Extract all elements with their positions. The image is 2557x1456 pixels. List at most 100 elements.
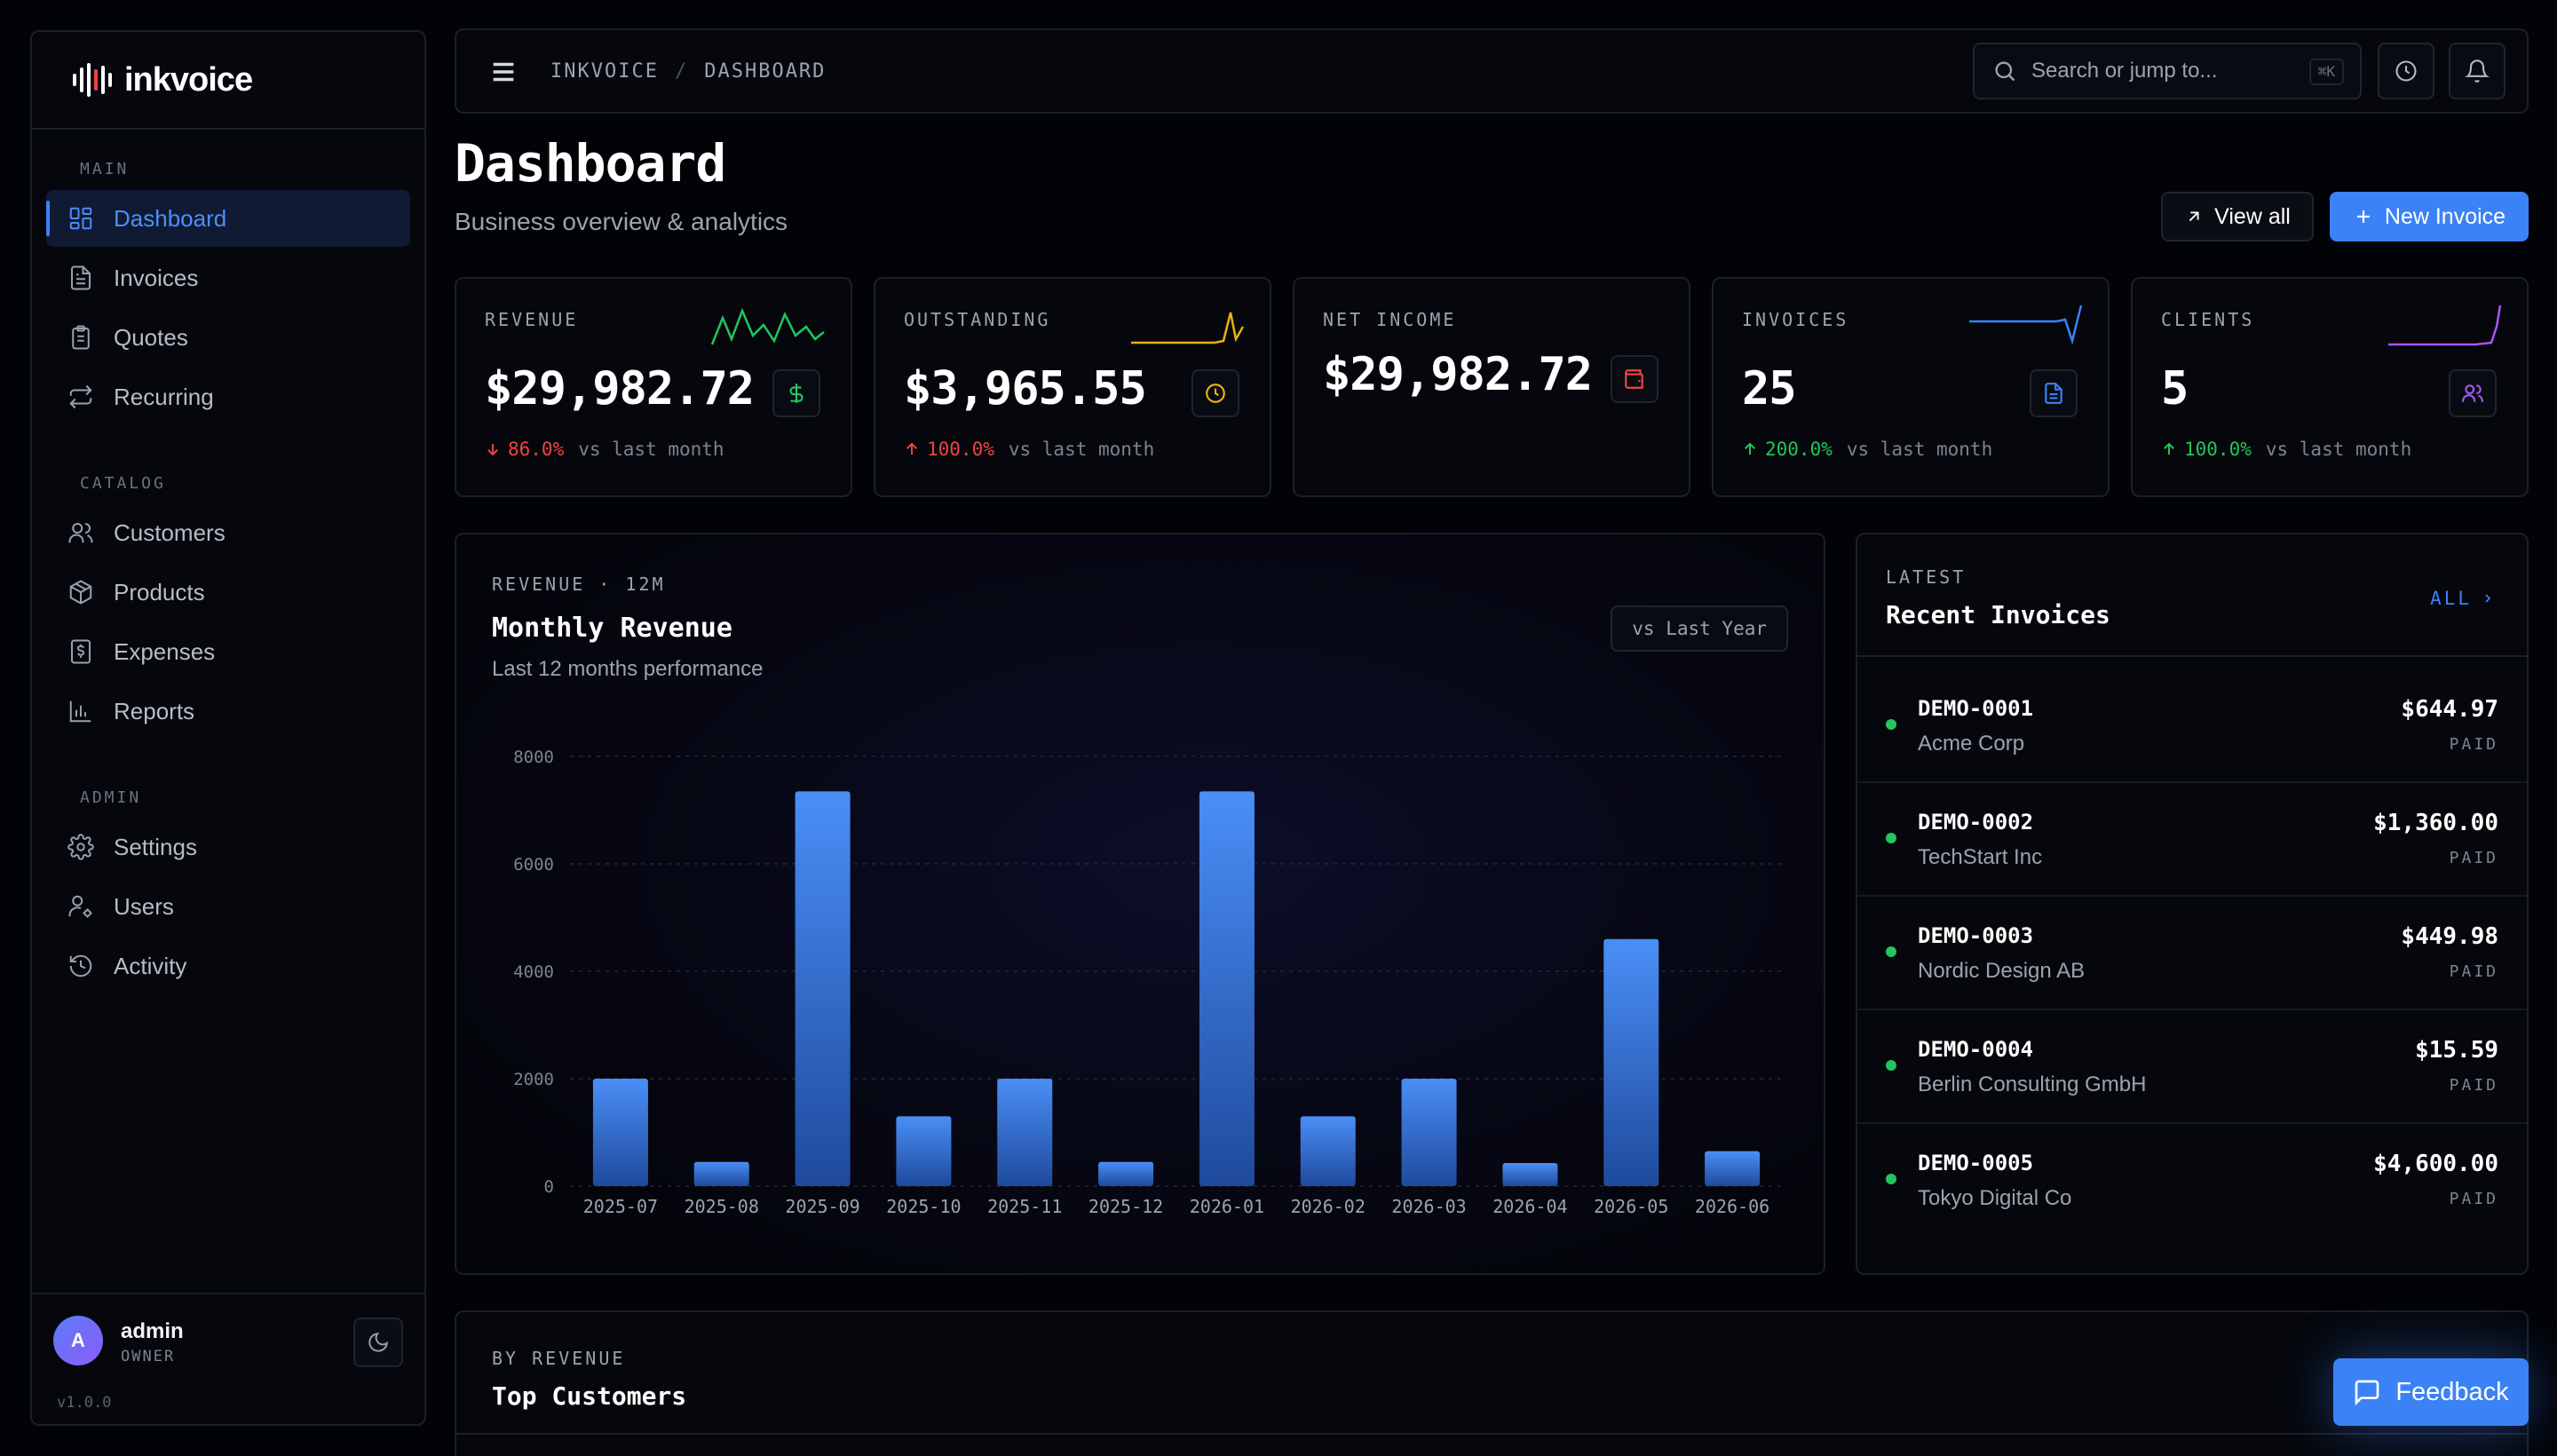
kpi-card-net-income[interactable]: NET INCOME $29,982.72 bbox=[1293, 277, 1690, 497]
x-tick-label: 2025-08 bbox=[685, 1196, 759, 1217]
top-customers-title: Top Customers bbox=[492, 1381, 687, 1411]
x-tick-label: 2025-09 bbox=[785, 1196, 859, 1217]
sidebar-item-customers[interactable]: Customers bbox=[46, 504, 410, 561]
kpi-delta: 100.0% vs last month bbox=[2161, 439, 2411, 460]
clipboard-icon bbox=[72, 325, 90, 350]
invoice-icon bbox=[71, 265, 91, 290]
invoice-client: TechStart Inc bbox=[1918, 845, 2043, 869]
invoice-number: DEMO-0001 bbox=[1918, 696, 2034, 721]
menu-button[interactable] bbox=[488, 57, 519, 87]
kpi-delta-value: 200.0% bbox=[1765, 439, 1833, 460]
user-name: admin bbox=[121, 1319, 184, 1343]
arrow-down-icon bbox=[487, 444, 498, 456]
revenue-bar-chart: 0 2000 4000 6000 8000 2025-07 2025-08 2025-09 20… bbox=[513, 748, 1783, 1217]
sparkline bbox=[710, 307, 825, 345]
recent-history-button[interactable] bbox=[2378, 43, 2434, 99]
page-title: Dashboard bbox=[455, 133, 726, 194]
top-customers-panel: BY REVENUE Top Customers bbox=[455, 1310, 2529, 1456]
kpi-label: OUTSTANDING bbox=[904, 309, 1051, 330]
kpi-card-outstanding[interactable]: OUTSTANDING $3,965.55 100.0% vs last mon… bbox=[874, 277, 1271, 497]
invoice-row[interactable]: DEMO-0002 TechStart Inc $1,360.00 PAID bbox=[1857, 783, 2527, 897]
y-tick-label: 6000 bbox=[513, 855, 554, 874]
invoice-client: Acme Corp bbox=[1918, 732, 2025, 756]
bar-2026-03[interactable] bbox=[1401, 1079, 1457, 1186]
status-dot bbox=[1886, 719, 1896, 730]
bar-2025-08[interactable] bbox=[693, 1161, 749, 1186]
invoice-row[interactable]: DEMO-0001 Acme Corp $644.97 PAID bbox=[1857, 669, 2527, 783]
receipt-icon bbox=[71, 639, 91, 664]
sidebar-item-products[interactable]: Products bbox=[46, 564, 410, 621]
compare-toggle-button[interactable]: vs Last Year bbox=[1611, 605, 1788, 652]
all-invoices-link[interactable]: ALL bbox=[2430, 588, 2495, 609]
sidebar-item-invoices[interactable]: Invoices bbox=[46, 249, 410, 306]
chart-title: Monthly Revenue bbox=[492, 613, 732, 644]
x-tick-label: 2026-02 bbox=[1291, 1196, 1366, 1217]
bar-2025-07[interactable] bbox=[592, 1079, 648, 1186]
breadcrumb-root[interactable]: INKVOICE bbox=[550, 60, 659, 83]
brand[interactable]: inkvoice bbox=[32, 32, 424, 130]
sidebar-item-label: Dashboard bbox=[114, 204, 227, 232]
new-invoice-label: New Invoice bbox=[2384, 203, 2506, 229]
bar-2026-02[interactable] bbox=[1300, 1116, 1356, 1186]
new-invoice-button[interactable]: New Invoice bbox=[2330, 192, 2529, 241]
bar-2026-06[interactable] bbox=[1705, 1151, 1761, 1186]
bar-2025-12[interactable] bbox=[1098, 1161, 1154, 1186]
invoice-amount: $644.97 bbox=[2401, 696, 2498, 723]
kpi-delta-context: vs last month bbox=[2265, 439, 2412, 460]
bar-2025-09[interactable] bbox=[795, 791, 851, 1186]
kpi-label: NET INCOME bbox=[1323, 309, 1457, 330]
x-tick-label: 2026-06 bbox=[1695, 1196, 1769, 1217]
plus-icon bbox=[2356, 210, 2370, 223]
dollar-icon bbox=[789, 384, 804, 403]
repeat-icon bbox=[69, 384, 92, 409]
package-icon bbox=[69, 580, 92, 605]
avatar[interactable]: A bbox=[53, 1316, 103, 1365]
feedback-button[interactable]: Feedback bbox=[2333, 1358, 2529, 1426]
search-input[interactable]: Search or jump to... ⌘K bbox=[1973, 43, 2362, 99]
kpi-delta-context: vs last month bbox=[1008, 439, 1155, 460]
bar-2026-04[interactable] bbox=[1502, 1162, 1558, 1186]
moon-icon bbox=[368, 1333, 388, 1352]
kpi-label: REVENUE bbox=[485, 309, 579, 330]
invoice-status: PAID bbox=[2449, 1076, 2498, 1095]
sidebar-item-recurring[interactable]: Recurring bbox=[46, 368, 410, 425]
topbar: INKVOICE / DASHBOARD Search or jump to..… bbox=[455, 28, 2529, 114]
sidebar-item-expenses[interactable]: Expenses bbox=[46, 623, 410, 680]
invoice-number: DEMO-0002 bbox=[1918, 810, 2034, 835]
all-label: ALL bbox=[2430, 588, 2472, 609]
invoice-row[interactable]: DEMO-0004 Berlin Consulting GmbH $15.59 … bbox=[1857, 1010, 2527, 1124]
sidebar-item-settings[interactable]: Settings bbox=[46, 819, 410, 875]
invoice-row[interactable]: DEMO-0005 Tokyo Digital Co $4,600.00 PAI… bbox=[1857, 1124, 2527, 1238]
breadcrumb-separator: / bbox=[674, 60, 689, 83]
sparkline bbox=[2388, 305, 2502, 346]
invoice-number: DEMO-0005 bbox=[1918, 1151, 2034, 1175]
bar-2026-05[interactable] bbox=[1603, 938, 1659, 1186]
bar-2026-01[interactable] bbox=[1199, 791, 1255, 1186]
sidebar-item-label: Users bbox=[114, 892, 174, 920]
invoice-client: Berlin Consulting GmbH bbox=[1918, 1072, 2147, 1096]
kpi-delta: 86.0% vs last month bbox=[485, 439, 724, 460]
theme-toggle-button[interactable] bbox=[353, 1318, 403, 1367]
y-tick-label: 0 bbox=[544, 1177, 554, 1197]
sidebar-item-activity[interactable]: Activity bbox=[46, 938, 410, 994]
nav-section-catalog: CATALOG Customers Products Expenses Repo… bbox=[32, 471, 424, 740]
bar-2025-11[interactable] bbox=[997, 1079, 1053, 1186]
breadcrumb: INKVOICE / DASHBOARD bbox=[550, 60, 826, 83]
sidebar-item-quotes[interactable]: Quotes bbox=[46, 309, 410, 366]
kpi-card-clients[interactable]: CLIENTS 5 100.0% vs last month bbox=[2131, 277, 2529, 497]
sidebar-item-reports[interactable]: Reports bbox=[46, 683, 410, 740]
sidebar-item-users[interactable]: Users bbox=[46, 878, 410, 935]
kpi-card-revenue[interactable]: REVENUE $29,982.72 86.0% vs last month bbox=[455, 277, 852, 497]
sidebar-item-label: Products bbox=[114, 578, 205, 605]
nav-heading: ADMIN bbox=[80, 788, 142, 807]
x-tick-label: 2026-04 bbox=[1492, 1196, 1567, 1217]
view-all-button[interactable]: View all bbox=[2161, 192, 2314, 241]
kpi-icon bbox=[1611, 355, 1658, 403]
notifications-button[interactable] bbox=[2449, 43, 2506, 99]
sidebar: inkvoice MAIN Dashboard Invoices Quotes … bbox=[30, 30, 426, 1426]
bar-2025-10[interactable] bbox=[896, 1116, 952, 1186]
invoice-amount: $4,600.00 bbox=[2373, 1151, 2498, 1177]
kpi-card-invoices[interactable]: INVOICES 25 200.0% vs last month bbox=[1712, 277, 2110, 497]
sidebar-item-dashboard[interactable]: Dashboard bbox=[46, 190, 410, 247]
invoice-row[interactable]: DEMO-0003 Nordic Design AB $449.98 PAID bbox=[1857, 897, 2527, 1010]
